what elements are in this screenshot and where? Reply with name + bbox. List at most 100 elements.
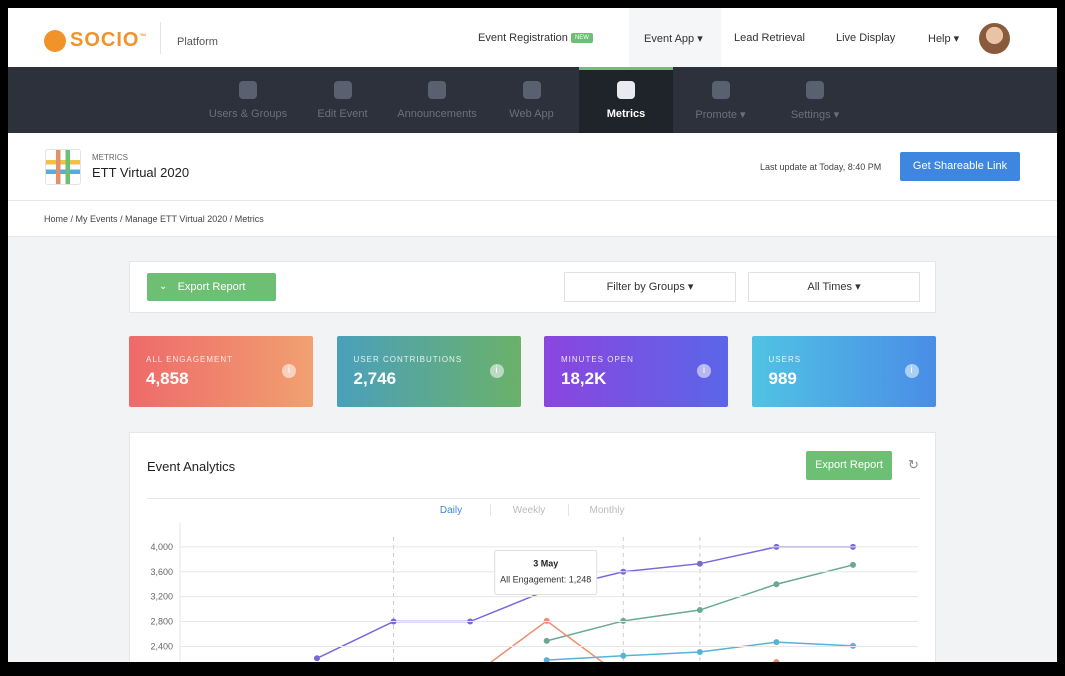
menu-text[interactable]: Users & Groups (208, 108, 288, 120)
tooltip-box (494, 549, 598, 595)
menu-icon (428, 81, 446, 99)
stat-label: MINUTES OPEN (561, 355, 634, 364)
stat-value: 2,746 (353, 369, 397, 388)
stat-card: USERS 989 i (751, 336, 936, 407)
data-point (773, 581, 780, 588)
menu-label[interactable]: Settings ▾ (790, 109, 840, 121)
menu-text[interactable]: Settings (790, 109, 831, 121)
data-point (543, 637, 550, 644)
data-point (543, 657, 550, 662)
data-point (773, 639, 780, 646)
logo-text: SOCIO (70, 29, 140, 51)
nav-live-display[interactable]: Live Display (836, 32, 896, 44)
menu-item[interactable]: Settings ▾ (768, 67, 862, 133)
refresh-icon[interactable]: ↻ (908, 457, 919, 472)
data-point (543, 617, 550, 624)
last-update: Last update at Today, 8:40 PM (760, 162, 882, 172)
tooltip: 3 May All Engagement: 1,248 (494, 549, 598, 595)
tab[interactable]: Monthly (589, 505, 625, 516)
nav-text[interactable]: Help (928, 33, 951, 45)
menu-label[interactable]: Web App (485, 108, 579, 120)
data-point (773, 659, 780, 662)
tab-divider (490, 504, 491, 516)
platform-label: Platform (177, 36, 218, 48)
filter-dropdown[interactable]: Filter by Groups ▾ (564, 272, 736, 302)
stat-card: MINUTES OPEN 18,2K i (544, 336, 728, 407)
menu-label[interactable]: Announcements (390, 108, 484, 120)
breadcrumb-text[interactable]: Home / My Events / Manage ETT Virtual 20… (44, 214, 264, 224)
share-button[interactable]: Get Shareable Link (900, 152, 1020, 181)
menu-text[interactable]: Promote (695, 109, 737, 121)
info-icon[interactable]: i (904, 364, 919, 378)
app-frame: SOCIO™ Platform Event Registration NEW E… (8, 8, 1057, 662)
tooltip-text: All Engagement: 1,248 (500, 574, 591, 584)
menu-item[interactable]: Edit Event (296, 67, 390, 133)
logo-tm: ™ (139, 33, 148, 41)
nav-text[interactable]: Event App (644, 33, 695, 45)
main-menu: Users & Groups Edit Event Announcements Web… (8, 67, 1057, 133)
nav-text[interactable]: Event Registration (478, 32, 568, 44)
dropdown-text[interactable]: All Times (807, 281, 853, 293)
stat-value: 18,2K (561, 369, 607, 388)
menu-icon (806, 81, 824, 99)
nav-help[interactable]: Help ▾ (928, 33, 960, 45)
nav-event-app[interactable]: Event App ▾ (644, 33, 703, 45)
button-text[interactable]: Export Report (177, 281, 246, 293)
time-dropdown[interactable]: All Times ▾ (748, 272, 920, 302)
logo: SOCIO™ (70, 29, 147, 52)
analytics-title: Event Analytics (147, 459, 236, 474)
menu-item[interactable]: Announcements (390, 67, 484, 133)
nav-event-registration[interactable]: Event Registration NEW (478, 32, 593, 44)
badge: NEW (570, 33, 593, 44)
menu-item[interactable]: Users & Groups (201, 67, 295, 133)
tooltip-title: 3 May (533, 558, 558, 568)
data-point (850, 642, 856, 649)
stat-value: 4,858 (146, 369, 189, 388)
data-point (696, 560, 703, 567)
logo-icon (44, 30, 66, 52)
event-title: ETT Virtual 2020 (92, 165, 190, 180)
tab[interactable]: Daily (439, 505, 463, 516)
divider (147, 498, 920, 499)
export-button[interactable]: ⌄ Export Report (147, 273, 276, 301)
menu-icon (617, 81, 635, 99)
divider (160, 22, 161, 54)
data-point (620, 617, 627, 624)
avatar[interactable] (979, 23, 1010, 54)
nav-lead-retrieval[interactable]: Lead Retrieval (734, 32, 805, 44)
menu-item[interactable]: Metrics (579, 67, 673, 133)
tab[interactable]: Weekly (512, 505, 546, 516)
menu-item[interactable]: Web App (485, 67, 579, 133)
menu-label[interactable]: Edit Event (296, 108, 390, 120)
stat-value: 989 (768, 369, 797, 388)
y-tick-label: 3,200 (150, 592, 173, 602)
menu-item[interactable]: Promote ▾ (674, 67, 768, 133)
menu-text[interactable]: Metrics (606, 108, 646, 120)
y-tick-label: 4,000 (150, 542, 173, 552)
dropdown-text[interactable]: Filter by Groups (606, 281, 685, 293)
menu-label[interactable]: Promote ▾ (695, 109, 746, 121)
menu-label[interactable]: Metrics (579, 108, 673, 120)
y-tick-label: 3,600 (150, 567, 173, 577)
menu-icon (239, 81, 257, 99)
stat-card: ALL ENGAGEMENT 4,858 i (129, 336, 313, 407)
data-point (696, 649, 703, 656)
menu-text[interactable]: Web App (509, 108, 554, 120)
stat-label: USER CONTRIBUTIONS (353, 355, 463, 364)
menu-text[interactable]: Announcements (397, 108, 477, 120)
info-icon[interactable]: i (489, 364, 504, 378)
y-tick-label: 2,400 (150, 641, 173, 651)
nav-highlight (629, 8, 721, 67)
stat-card: USER CONTRIBUTIONS 2,746 i (336, 336, 521, 407)
data-point (850, 561, 856, 568)
export-button[interactable]: Export Report (806, 451, 892, 480)
event-icon (45, 149, 81, 185)
info-icon[interactable]: i (282, 364, 296, 378)
top-bar: SOCIO™ Platform Event Registration NEW E… (8, 8, 1057, 67)
menu-text[interactable]: Edit Event (317, 108, 368, 120)
toolbar: ⌄ Export Report Filter by Groups ▾ All Ti… (129, 261, 936, 313)
menu-label[interactable]: Users & Groups (201, 108, 295, 120)
menu-icon (333, 81, 352, 99)
info-icon[interactable]: i (697, 364, 711, 378)
